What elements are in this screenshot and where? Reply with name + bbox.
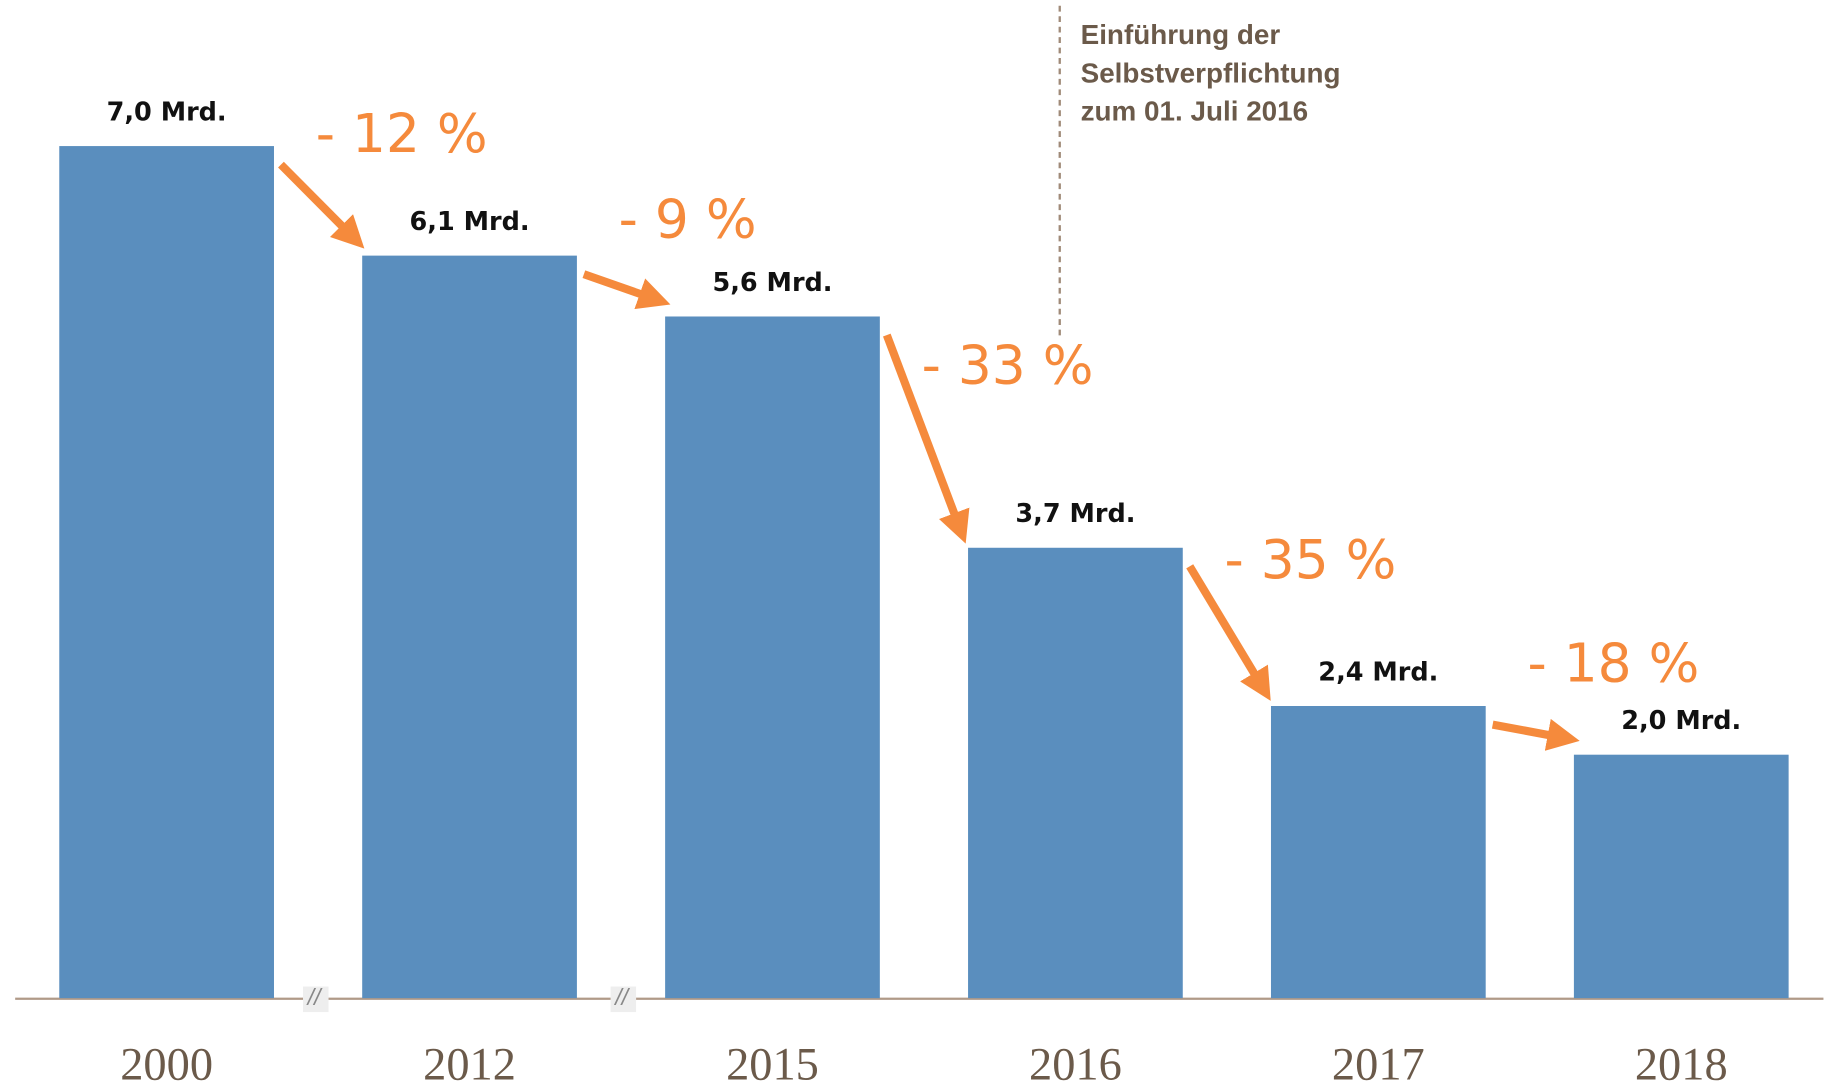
change-label: - 35 % <box>1225 528 1397 591</box>
x-tick-label: 2016 <box>1029 1039 1122 1090</box>
axis-break <box>303 986 329 1013</box>
value-label: 2,4 Mrd. <box>1318 657 1438 687</box>
value-label: 3,7 Mrd. <box>1015 499 1135 529</box>
axis-break: // <box>306 984 323 1010</box>
value-label: 2,0 Mrd. <box>1621 706 1741 736</box>
change-arrow <box>278 161 365 249</box>
x-tick-label: 2018 <box>1635 1039 1728 1090</box>
bar <box>362 255 577 999</box>
change-label: - 18 % <box>1527 632 1699 695</box>
value-label: 5,6 Mrd. <box>712 268 832 298</box>
value-label: 6,1 Mrd. <box>410 207 530 237</box>
bar <box>665 316 880 999</box>
bar <box>59 146 274 999</box>
change-label: - 9 % <box>619 187 757 250</box>
x-tick-label: 2015 <box>726 1039 819 1090</box>
axis-break: // <box>613 984 630 1010</box>
change-arrow <box>582 270 671 310</box>
change-arrow <box>1491 718 1580 751</box>
axis-break <box>610 986 637 1013</box>
x-tick-label: 2000 <box>120 1039 213 1090</box>
value-label: 7,0 Mrd. <box>107 98 227 128</box>
change-arrow <box>1186 564 1271 701</box>
x-tick-label: 2017 <box>1332 1039 1425 1090</box>
change-label: - 33 % <box>922 333 1094 396</box>
annotation: Einführung der <box>1081 19 1281 50</box>
bar <box>968 547 1183 999</box>
bar <box>1573 754 1789 999</box>
change-arrow <box>883 333 970 544</box>
change-label: - 12 % <box>316 102 488 165</box>
annotation: zum 01. Juli 2016 <box>1081 96 1309 127</box>
bar <box>1270 706 1486 999</box>
x-tick-label: 2012 <box>423 1039 516 1090</box>
annotation: Selbstverpflichtung <box>1081 57 1341 88</box>
